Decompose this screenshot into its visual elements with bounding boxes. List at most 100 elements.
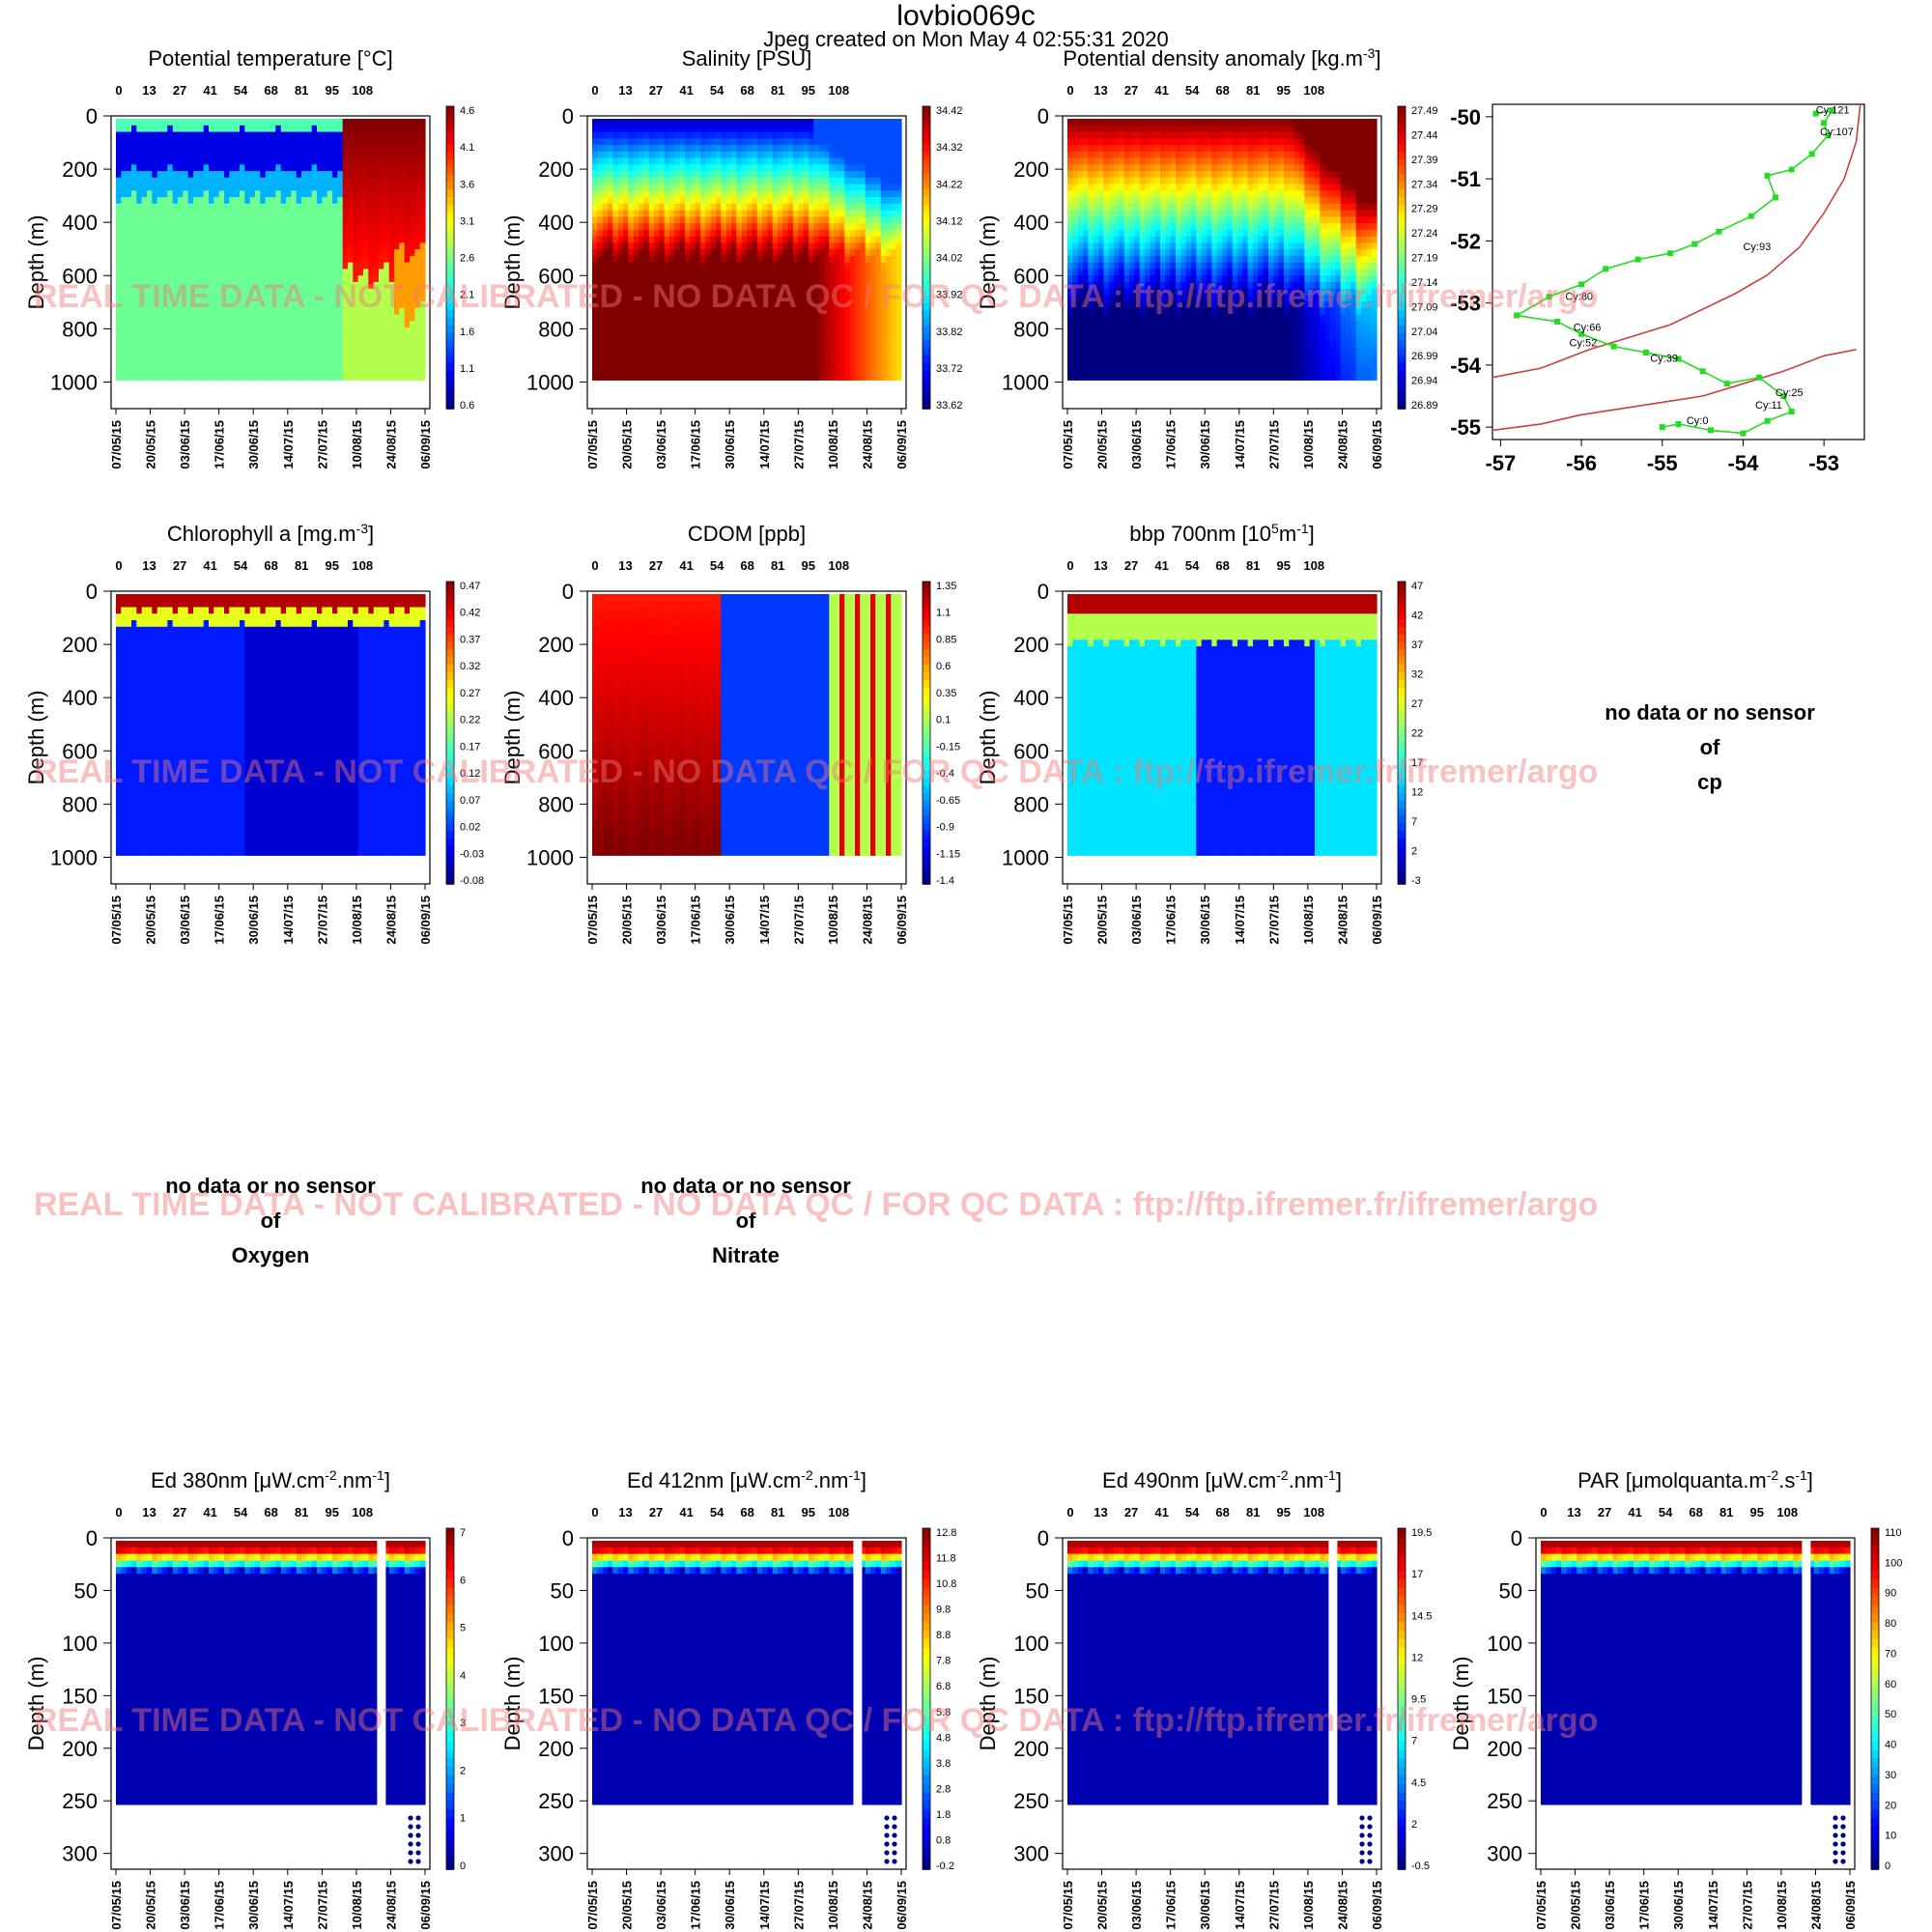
heatmap-cell [343,211,349,217]
heatmap-cell [829,322,835,328]
heatmap-cell [628,374,634,381]
heatmap-cell [835,322,840,328]
heatmap-cell [860,164,866,171]
heatmap-cell [235,197,241,204]
heatmap-cell [353,126,358,132]
heatmap-cell [639,237,644,243]
heatmap-cell [410,132,415,139]
heatmap-cell [875,301,881,308]
heatmap-cell [844,216,850,223]
heatmap-cell [597,190,603,197]
heatmap-cell [229,308,235,315]
heatmap-cell [669,367,675,374]
heatmap-cell [742,334,748,341]
heatmap-cell [193,301,199,308]
heatmap-cell [255,145,261,152]
heatmap-cell [358,119,364,126]
heatmap-cell [275,230,281,237]
heatmap-cell [410,126,415,132]
heatmap-cell [255,282,261,289]
heatmap-cell [343,223,349,230]
heatmap-cell [389,308,395,315]
heatmap-cell [628,360,634,367]
heatmap-cell [804,126,810,132]
heatmap-cell [824,185,830,191]
heatmap-cell [839,216,845,223]
heatmap-cell [603,348,609,355]
heatmap-cell [183,308,188,315]
heatmap-cell [198,152,204,158]
heatmap-cell [332,152,338,158]
heatmap-cell [747,322,753,328]
heatmap-cell [639,322,644,328]
colorbar-segment [446,250,454,259]
heatmap-cell [204,341,210,348]
heatmap-cell [162,190,168,197]
heatmap-cell [819,242,825,249]
heatmap-cell [317,289,323,296]
heatmap-cell [891,126,896,132]
heatmap-cell [399,190,405,197]
heatmap-cell [628,216,634,223]
heatmap-cell [255,315,261,322]
heatmap-cell [773,374,779,381]
heatmap-cell [332,197,338,204]
heatmap-cell [804,237,810,243]
heatmap-cell [204,119,210,126]
heatmap-cell [384,197,389,204]
heatmap-cell [623,223,629,230]
heatmap-cell [700,204,706,211]
heatmap-cell [875,185,881,191]
heatmap-cell [322,322,327,328]
heatmap-cell [250,152,256,158]
heatmap-cell [690,197,696,204]
heatmap-cell [157,242,163,249]
heatmap-cell [244,327,250,334]
heatmap-cell [628,230,634,237]
colorbar-segment [446,296,454,304]
colorbar-segment [923,197,930,206]
heatmap-cell [742,242,748,249]
heatmap-cell [301,164,307,171]
heatmap-cell [147,263,153,270]
heatmap-cell [327,367,333,374]
heatmap-cell [286,341,292,348]
heatmap-cell [813,348,819,355]
heatmap-cell [592,301,598,308]
heatmap-cell [405,171,411,178]
heatmap-cell [886,152,892,158]
heatmap-cell [204,348,210,355]
heatmap-cell [157,282,163,289]
heatmap-cell [286,230,292,237]
heatmap-cell [813,197,819,204]
heatmap-cell [597,354,603,360]
heatmap-cell [198,308,204,315]
heatmap-cell [414,132,420,139]
heatmap-cell [674,152,680,158]
heatmap-cell [674,289,680,296]
heatmap-cell [358,242,364,249]
heatmap-cell [634,138,639,145]
heatmap-cell [379,138,384,145]
heatmap-cell [204,289,210,296]
heatmap-cell [204,237,210,243]
heatmap-cell [167,374,173,381]
heatmap-cell [643,295,649,301]
heatmap-cell [788,256,794,263]
heatmap-cell [778,256,783,263]
heatmap-cell [327,348,333,355]
heatmap-cell [121,158,127,165]
heatmap-cell [696,237,701,243]
heatmap-cell [157,327,163,334]
heatmap-cell [628,263,634,270]
heatmap-cell [244,158,250,165]
heatmap-cell [680,322,686,328]
heatmap-cell [793,216,799,223]
heatmap-cell [358,354,364,360]
heatmap-cell [813,190,819,197]
heatmap-cell [116,269,122,275]
heatmap-cell [612,263,618,270]
heatmap-cell [213,282,219,289]
heatmap-cell [726,211,732,217]
heatmap-cell [178,295,184,301]
